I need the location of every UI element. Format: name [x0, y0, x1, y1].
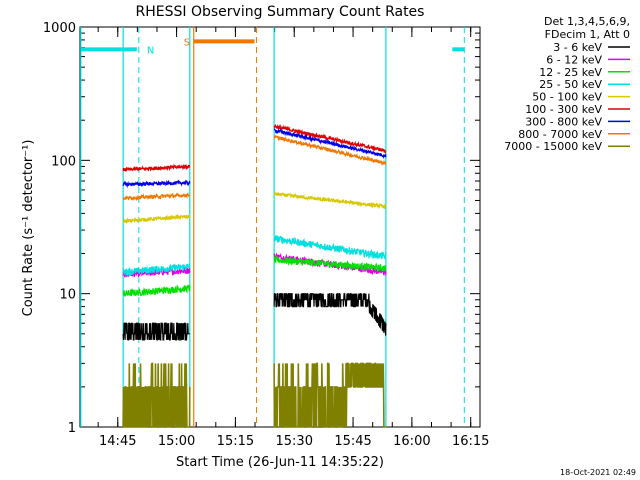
legend: Det 1,3,4,5,6,9, FDecim 1, Att 0 3 - 6 k…: [504, 15, 630, 153]
legend-label: 3 - 6 keV: [553, 41, 602, 54]
y-tick-label: 10: [59, 288, 76, 303]
series-line-7000-15000kev: [273, 362, 386, 428]
series-line-50-100kev: [273, 191, 387, 210]
x-tick-label: 16:15: [452, 434, 489, 449]
night-flag-label: N: [147, 45, 154, 56]
series-line-800-7000kev: [273, 135, 387, 166]
series-line-800-7000kev: [122, 192, 191, 202]
series-line-3-6kev: [122, 322, 190, 341]
series-line-100-300kev: [122, 163, 191, 172]
legend-label: 7000 - 15000 keV: [504, 140, 602, 153]
series-line-25-50kev: [273, 234, 387, 260]
x-tick-label: 15:30: [276, 434, 313, 449]
y-tick-label: 100: [51, 154, 76, 169]
x-axis-label: Start Time (26-Jun-11 14:35:22): [176, 455, 384, 470]
series-line-300-800kev: [273, 127, 387, 160]
series-line-12-25kev: [122, 284, 191, 297]
saa-flag-label: S: [184, 37, 190, 48]
x-tick-label: 15:15: [217, 434, 254, 449]
series-line-7000-15000kev: [122, 362, 191, 428]
legend-label: 50 - 100 keV: [532, 91, 602, 104]
legend-label: 12 - 25 keV: [539, 66, 602, 79]
series-line-25-50kev: [122, 263, 191, 277]
x-tick-label: 15:45: [334, 434, 371, 449]
series-line-100-300kev: [273, 123, 387, 155]
y-tick-label: 1000: [43, 21, 76, 36]
legend-label: 6 - 12 keV: [546, 53, 602, 66]
series-line-50-100kev: [122, 214, 191, 225]
x-tick-label: 14:45: [99, 434, 136, 449]
x-tick-label: 16:00: [393, 434, 430, 449]
legend-header-line-1: Det 1,3,4,5,6,9,: [544, 15, 630, 28]
legend-label: 100 - 300 keV: [525, 103, 602, 116]
series-line-12-25kev: [273, 255, 387, 272]
series-line-300-800kev: [122, 179, 191, 189]
chart-title: RHESSI Observing Summary Count Rates: [136, 4, 425, 20]
legend-header-line-2: FDecim 1, Att 0: [545, 28, 630, 41]
legend-label: 25 - 50 keV: [539, 78, 602, 91]
series-line-3-6kev: [273, 293, 387, 336]
y-tick-label: 1: [68, 421, 76, 436]
x-tick-label: 15:00: [158, 434, 195, 449]
y-axis-label: Count Rate (s⁻¹ detector⁻¹): [21, 140, 36, 317]
legend-label: 800 - 7000 keV: [518, 128, 602, 141]
legend-label: 300 - 800 keV: [525, 115, 602, 128]
footer-timestamp: 18-Oct-2021 02:49: [560, 468, 636, 477]
